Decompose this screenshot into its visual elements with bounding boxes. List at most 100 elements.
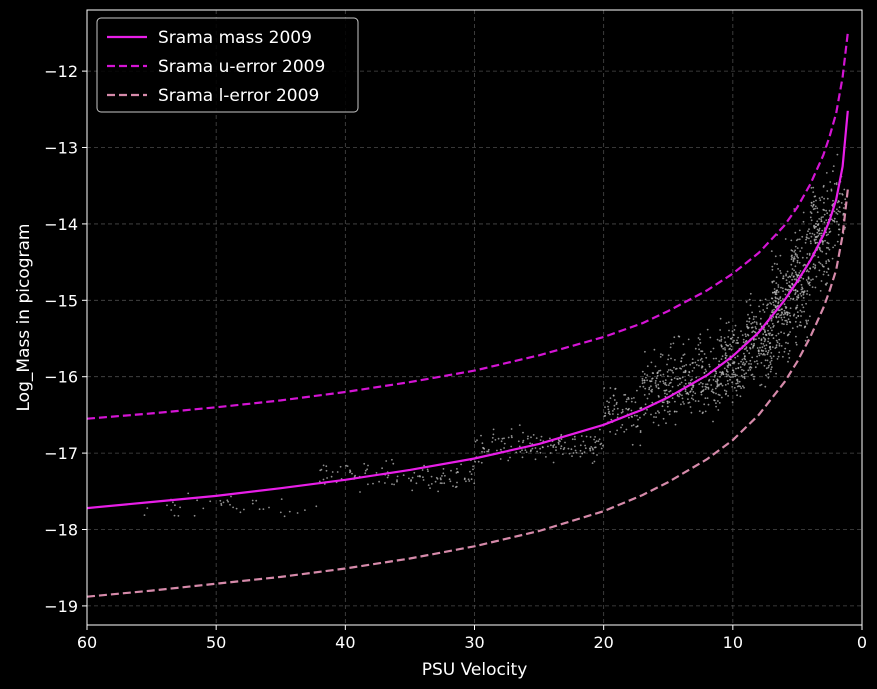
scatter-point bbox=[609, 397, 612, 399]
scatter-point bbox=[807, 282, 810, 285]
scatter-point bbox=[777, 313, 779, 315]
scatter-point bbox=[791, 283, 794, 285]
scatter-point bbox=[583, 451, 586, 453]
scatter-point bbox=[777, 284, 780, 286]
scatter-point bbox=[729, 343, 731, 346]
scatter-point bbox=[657, 371, 659, 374]
scatter-point bbox=[658, 370, 660, 372]
scatter-point bbox=[684, 388, 687, 391]
scatter-point bbox=[820, 280, 823, 282]
scatter-point bbox=[740, 387, 743, 389]
scatter-point bbox=[720, 338, 723, 341]
scatter-point bbox=[631, 443, 634, 446]
scatter-point bbox=[664, 389, 667, 392]
scatter-point bbox=[817, 224, 819, 227]
scatter-point bbox=[685, 364, 688, 366]
scatter-point bbox=[808, 237, 810, 240]
scatter-point bbox=[772, 355, 775, 358]
scatter-point bbox=[665, 384, 668, 386]
scatter-point bbox=[700, 381, 702, 384]
scatter-point bbox=[836, 220, 838, 223]
scatter-point bbox=[767, 349, 770, 352]
scatter-point bbox=[450, 469, 452, 472]
scatter-point bbox=[752, 346, 754, 349]
scatter-point bbox=[650, 385, 652, 388]
scatter-point bbox=[808, 281, 811, 284]
scatter-point bbox=[781, 287, 784, 290]
scatter-point bbox=[736, 355, 739, 357]
scatter-point bbox=[477, 460, 480, 463]
scatter-point bbox=[768, 334, 771, 336]
scatter-point bbox=[796, 290, 799, 293]
scatter-point bbox=[817, 256, 820, 258]
scatter-point bbox=[691, 370, 694, 372]
scatter-point bbox=[748, 352, 751, 355]
scatter-point bbox=[805, 279, 808, 281]
scatter-point bbox=[794, 249, 796, 252]
scatter-point bbox=[552, 445, 554, 447]
scatter-point bbox=[630, 409, 633, 412]
scatter-point bbox=[770, 357, 773, 360]
scatter-point bbox=[592, 452, 595, 455]
scatter-point bbox=[701, 365, 704, 368]
scatter-point bbox=[385, 460, 388, 462]
scatter-point bbox=[778, 351, 781, 354]
scatter-point bbox=[698, 348, 700, 351]
scatter-point bbox=[788, 357, 791, 359]
scatter-point bbox=[463, 478, 466, 481]
scatter-point bbox=[535, 437, 538, 439]
scatter-point bbox=[320, 468, 323, 471]
scatter-point bbox=[828, 248, 831, 251]
scatter-point bbox=[283, 515, 286, 518]
scatter-point bbox=[659, 380, 662, 383]
scatter-point bbox=[687, 338, 690, 341]
scatter-point bbox=[721, 355, 724, 358]
scatter-point bbox=[500, 440, 503, 443]
scatter-point bbox=[733, 329, 736, 331]
scatter-point bbox=[801, 311, 803, 313]
scatter-point bbox=[694, 347, 697, 350]
scatter-point bbox=[797, 315, 800, 317]
scatter-point bbox=[769, 302, 771, 304]
scatter-point bbox=[804, 339, 807, 342]
scatter-point bbox=[772, 337, 775, 340]
scatter-point bbox=[729, 347, 731, 350]
scatter-point bbox=[662, 417, 665, 420]
scatter-point bbox=[595, 440, 598, 442]
scatter-point bbox=[779, 309, 781, 312]
scatter-point bbox=[790, 297, 792, 300]
scatter-point bbox=[607, 412, 610, 415]
scatter-point bbox=[748, 363, 750, 365]
scatter-point bbox=[179, 506, 182, 509]
scatter-point bbox=[615, 403, 618, 405]
scatter-point bbox=[833, 219, 835, 222]
scatter-point bbox=[684, 379, 687, 381]
scatter-point bbox=[664, 383, 666, 386]
scatter-point bbox=[739, 366, 742, 369]
scatter-point bbox=[262, 508, 265, 510]
scatter-point bbox=[644, 403, 647, 406]
legend-label: Srama u-error 2009 bbox=[158, 57, 325, 77]
scatter-point bbox=[826, 190, 829, 192]
scatter-point bbox=[782, 355, 784, 358]
scatter-point bbox=[802, 211, 805, 214]
scatter-point bbox=[573, 435, 576, 438]
scatter-point bbox=[235, 507, 238, 510]
scatter-point bbox=[704, 368, 707, 371]
scatter-point bbox=[751, 373, 754, 376]
scatter-point bbox=[621, 408, 624, 411]
scatter-point bbox=[775, 291, 778, 294]
scatter-point bbox=[591, 447, 594, 450]
scatter-point bbox=[804, 241, 807, 244]
scatter-point bbox=[770, 303, 773, 305]
scatter-point bbox=[639, 385, 641, 388]
scatter-point bbox=[838, 200, 840, 203]
scatter-point bbox=[702, 390, 704, 392]
scatter-point bbox=[494, 439, 497, 441]
scatter-point bbox=[613, 408, 616, 410]
scatter-point bbox=[220, 502, 223, 505]
scatter-point bbox=[743, 377, 746, 380]
scatter-point bbox=[688, 382, 690, 385]
scatter-point bbox=[815, 238, 817, 241]
scatter-point bbox=[655, 377, 658, 380]
